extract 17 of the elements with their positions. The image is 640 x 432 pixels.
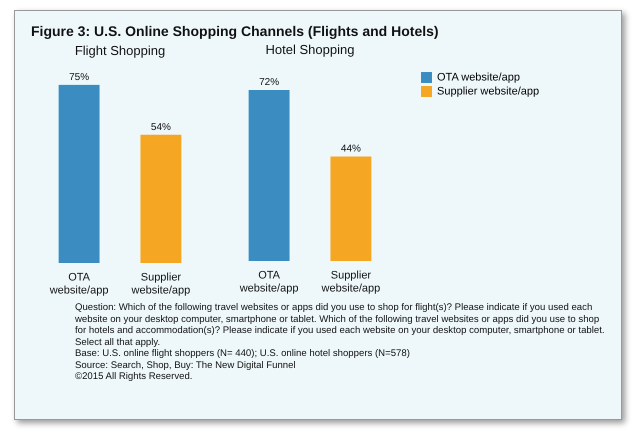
text: Base: U.S. online flight shoppers (N= 440); U.S. online hotel shoppers (N=578) [75,348,411,360]
x-tick-label: OTA website/app [238,270,298,294]
text: Question: Which of the following travel websites or apps did you use to shop for flight(s)? Please indicate if you used each website on your desktop computer, smartphone or tablet. Which of the following travel websites or apps did you use to shop for hotels and accommodation(s)? Please indicate if you used each website on your desktop computer, smartphone or tablet. Select all that apply. [75,302,605,348]
data-label: 54% [150,122,172,133]
text: Figure 3: U.S. Online Shopping Channels (Flights and Hotels) [31,23,440,39]
x-tick-label: Supplier website/app [320,270,380,294]
x-tick-label: OTA website/app [48,272,108,296]
text: ©2015 All Rights Reserved. [75,371,194,382]
source-note: Source: Search, Shop, Buy: The New Digital Funnel [75,360,297,371]
x-tick-label: Supplier website/app [130,272,190,296]
data-label: 72% [259,77,280,88]
data-label: 44% [340,144,362,154]
chart-subtitle: Flight Shopping [74,42,166,58]
chart-title: Hotel Shopping [266,42,354,57]
legend-label: Supplier website/app [437,86,540,98]
data-label: 75% [69,72,90,83]
legend-label: OTA website/app [437,72,520,84]
